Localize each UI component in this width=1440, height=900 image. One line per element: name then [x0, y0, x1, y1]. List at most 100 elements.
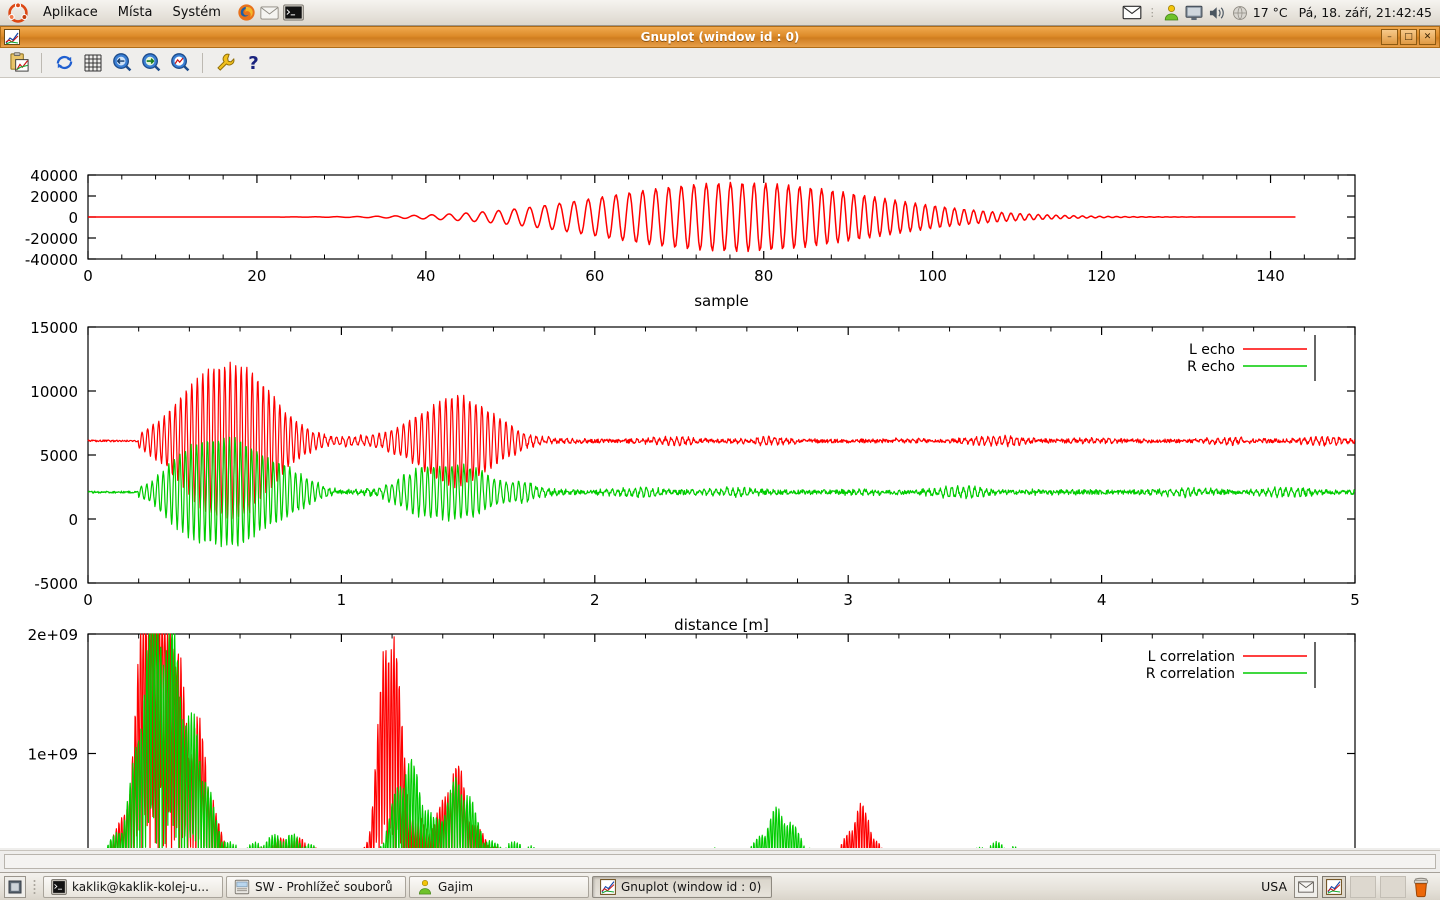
xaxis-label-chirp: sample [694, 292, 749, 310]
status-field [4, 854, 1436, 869]
tray-separator: ⋮ [1146, 6, 1158, 19]
toggle-grid-button[interactable] [80, 51, 106, 75]
taskbar-tray: USA [1261, 875, 1436, 898]
toolbar-separator-2 [202, 52, 203, 73]
ytick-label: 0 [68, 511, 78, 529]
window-title-bar[interactable]: Gnuplot (window id : 0) – □ ✕ [0, 26, 1440, 48]
xaxis-label-echo: distance [m] [674, 616, 769, 634]
task-label: Gnuplot (window id : 0) [621, 879, 762, 894]
ytick-label: -40000 [25, 251, 78, 269]
legend-label: R echo [1187, 359, 1235, 375]
taskbar-gnuplot-icon[interactable] [1322, 875, 1346, 898]
speaker-indicator-icon[interactable] [1208, 5, 1227, 21]
mail-indicator-icon[interactable] [1122, 5, 1142, 20]
taskbar-mail-icon[interactable] [1294, 875, 1318, 898]
xtick-label: 80 [754, 267, 773, 285]
keyboard-layout-label[interactable]: USA [1261, 879, 1287, 894]
copy-to-clipboard-button[interactable] [6, 51, 32, 75]
wrench-icon[interactable] [212, 51, 238, 75]
task-gajim[interactable]: Gajim [409, 875, 589, 898]
xtick-label: 60 [585, 267, 604, 285]
zoom-autoscale-icon[interactable] [167, 51, 193, 75]
panel-tray-group: ⋮ 17 °C Pá, 18. [1122, 4, 1440, 21]
gnuplot-icon [600, 878, 616, 895]
menu-system[interactable]: Systém [172, 4, 221, 20]
ytick-label: 20000 [30, 188, 78, 206]
firefox-icon[interactable] [237, 3, 256, 22]
ytick-label: 40000 [30, 167, 78, 185]
xtick-label: 3 [843, 591, 853, 609]
taskbar-grip[interactable] [32, 878, 37, 896]
envelope-icon[interactable] [260, 5, 279, 21]
minimize-button[interactable]: – [1381, 29, 1398, 45]
xtick-label: 100 [918, 267, 947, 285]
chirp-series [88, 181, 1296, 253]
xtick-label: 120 [1087, 267, 1116, 285]
file-manager-icon [234, 879, 250, 895]
echo-series-right [87, 436, 1356, 548]
menu-applications[interactable]: Aplikace [43, 4, 98, 20]
menu-places[interactable]: Místa [117, 4, 153, 20]
correlation-series-left [107, 633, 883, 848]
temperature-label: 17 °C [1252, 5, 1288, 20]
question-icon[interactable]: ? [241, 51, 267, 75]
taskbar-empty-slot-2 [1380, 875, 1406, 898]
zoom-back-icon[interactable] [109, 51, 135, 75]
svg-text:?: ? [248, 53, 259, 73]
zoom-forward-icon[interactable] [138, 51, 164, 75]
plot-chirp: 0 20 40 60 80 100 120 140 -40000 -20000 0 20000 4000… [25, 167, 1356, 310]
ytick-label: 0 [68, 209, 78, 227]
close-button[interactable]: ✕ [1419, 29, 1436, 45]
legend-label: L correlation [1148, 649, 1235, 665]
task-terminal[interactable]: kaklik@kaklik-kolej-u... [43, 875, 223, 898]
plots-canvas: 0 20 40 60 80 100 120 140-40000-200000200004000… [25, 167, 1360, 848]
xtick-label: 40 [416, 267, 435, 285]
monitor-indicator-icon[interactable] [1185, 5, 1203, 21]
gnuplot-toolbar: ? [0, 48, 1440, 78]
legend-label: L echo [1189, 342, 1235, 358]
xtick-label: 0 [83, 591, 93, 609]
ytick-label: 15000 [30, 319, 78, 337]
show-desktop-button[interactable] [4, 875, 26, 898]
gajim-icon [417, 879, 433, 895]
xtick-label: 5 [1350, 591, 1360, 609]
clock-label[interactable]: Pá, 18. září, 21:42:45 [1298, 5, 1432, 20]
xtick-label: 0 [83, 267, 93, 285]
trash-icon[interactable] [1410, 876, 1432, 898]
task-label: Gajim [438, 879, 474, 894]
gnuplot-status-bar [0, 850, 1440, 872]
gnome-top-panel: Aplikace Místa Systém [0, 0, 1440, 26]
terminal-icon [51, 878, 67, 895]
ytick-label: -5000 [34, 575, 78, 593]
xtick-label: 4 [1097, 591, 1107, 609]
user-indicator-icon[interactable] [1163, 4, 1180, 21]
ytick-label: 10000 [30, 383, 78, 401]
ytick-label: 5000 [40, 447, 78, 465]
task-label: SW - Prohlížeč souborů [255, 879, 393, 894]
task-gnuplot[interactable]: Gnuplot (window id : 0) [592, 875, 772, 898]
panel-left-group: Aplikace Místa Systém [0, 1, 304, 24]
maximize-button[interactable]: □ [1400, 29, 1417, 45]
ytick-label: 1e+09 [28, 746, 78, 764]
replot-button[interactable] [51, 51, 77, 75]
weather-indicator-icon[interactable] [1232, 5, 1248, 21]
taskbar-empty-slot-1 [1350, 875, 1376, 898]
gnuplot-plot-area[interactable]: 0 20 40 60 80 100 120 140 -40000 -20000 0 20000 4000… [0, 78, 1440, 848]
xtick-label: 140 [1256, 267, 1285, 285]
ubuntu-logo-icon[interactable] [8, 1, 28, 23]
plot-echo: 0 1 2 3 4 5 -5000 0 5000 10000 15000 distance [m] L … [30, 319, 1359, 634]
xtick-label: 20 [247, 267, 266, 285]
gnuplot-icon [4, 29, 20, 45]
echo-series-left [87, 361, 1356, 520]
task-file-manager[interactable]: SW - Prohlížeč souborů [226, 875, 406, 898]
ytick-label: 2e+09 [28, 626, 78, 644]
gnuplot-window: Gnuplot (window id : 0) – □ ✕ [0, 26, 1440, 872]
xtick-label: 2 [590, 591, 600, 609]
terminal-icon[interactable] [283, 4, 304, 21]
ytick-label: -20000 [25, 230, 78, 248]
window-title: Gnuplot (window id : 0) [640, 30, 800, 44]
window-buttons: – □ ✕ [1381, 29, 1439, 45]
task-label: kaklik@kaklik-kolej-u... [72, 879, 209, 894]
toolbar-separator-1 [41, 52, 42, 73]
